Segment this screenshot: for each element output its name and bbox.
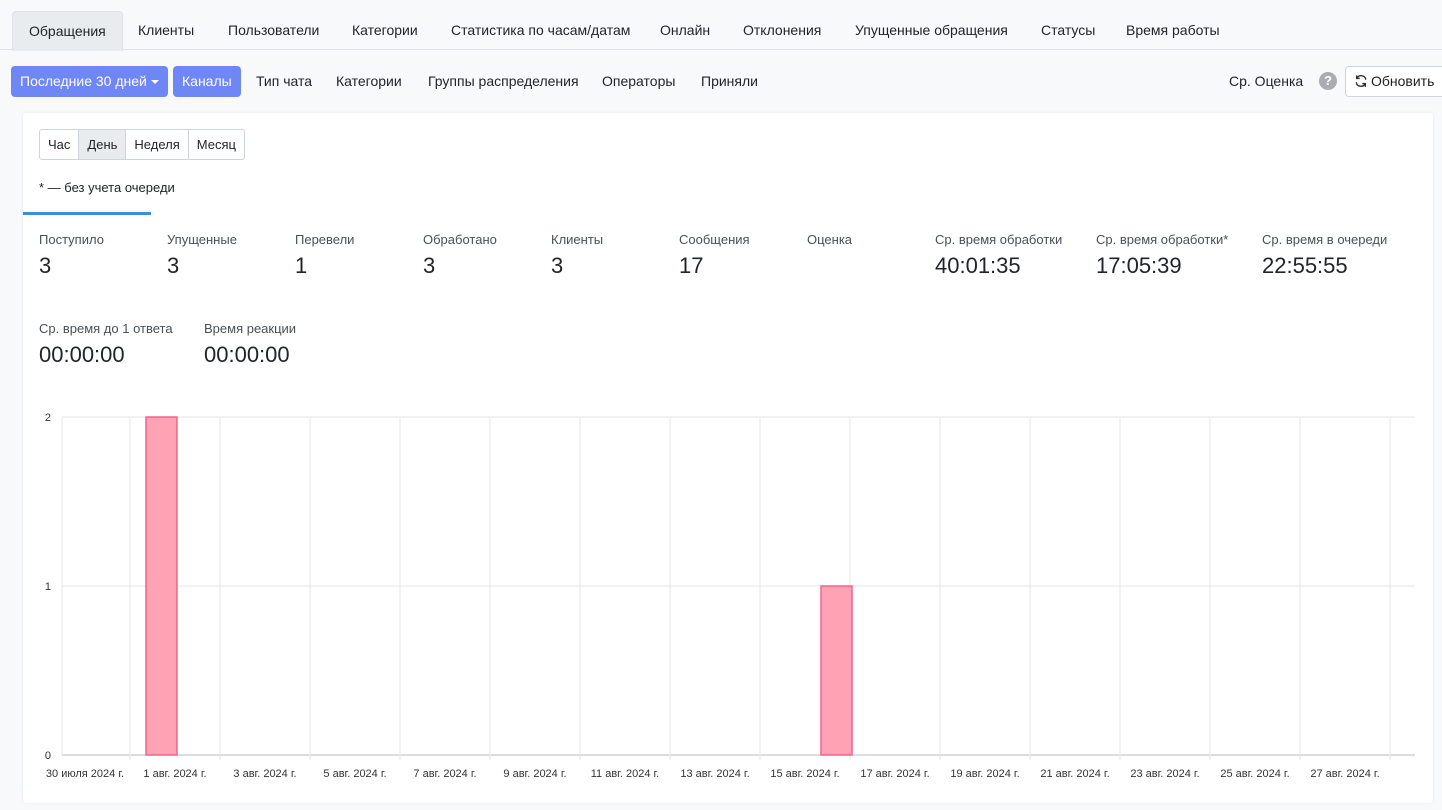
stat-received: Поступило 3 [39, 232, 104, 279]
help-icon[interactable]: ? [1319, 72, 1337, 90]
stat-label: Сообщения [679, 232, 750, 247]
x-tick-label: 30 июля 2024 г. [46, 768, 124, 780]
x-tick-label: 7 авг. 2024 г. [413, 768, 476, 780]
stat-value: 17 [679, 253, 704, 278]
bar [145, 416, 178, 756]
tab-clients[interactable]: Клиенты [138, 22, 195, 38]
x-tick-label: 5 авг. 2024 г. [323, 768, 386, 780]
stat-label: Поступило [39, 232, 104, 247]
x-tick-label: 25 авг. 2024 г. [1220, 768, 1289, 780]
stat-label: Клиенты [551, 232, 604, 247]
x-tick-label: 23 авг. 2024 г. [1130, 768, 1199, 780]
operators-filter[interactable]: Операторы [602, 73, 676, 89]
stat-rating: Оценка [807, 232, 852, 253]
refresh-label: Обновить [1371, 73, 1435, 89]
stat-reaction-time: Время реакции 00:00:00 [204, 321, 296, 368]
x-tick-label: 9 авг. 2024 г. [503, 768, 566, 780]
tab-hourly-stats[interactable]: Статистика по часам/датам [451, 22, 631, 38]
categories-filter[interactable]: Категории [336, 73, 402, 89]
granularity-week[interactable]: Неделя [126, 130, 189, 159]
distribution-groups-filter[interactable]: Группы распределения [428, 73, 579, 89]
x-tick-label: 19 авг. 2024 г. [950, 768, 1019, 780]
stat-value: 3 [167, 253, 180, 278]
queue-note: * — без учета очереди [39, 180, 175, 195]
stat-value: 00:00:00 [39, 342, 125, 367]
stat-value: 3 [39, 253, 52, 278]
y-tick-label: 2 [45, 412, 51, 424]
stat-value: 3 [423, 253, 436, 278]
stat-first-response: Ср. время до 1 ответа 00:00:00 [39, 321, 173, 368]
stat-missed: Упущенные 3 [167, 232, 237, 279]
refresh-icon [1355, 74, 1367, 88]
granularity-hour[interactable]: Час [40, 130, 80, 159]
period-label: Последние 30 дней [20, 73, 147, 89]
stat-avg-processing-no-queue: Ср. время обработки* 17:05:39 [1096, 232, 1228, 279]
tab-deviations[interactable]: Отклонения [743, 22, 822, 38]
y-tick-label: 1 [45, 581, 51, 593]
tab-requests[interactable]: Обращения [12, 11, 123, 51]
stat-value: 00:00:00 [204, 342, 290, 367]
active-underline [23, 212, 151, 215]
stat-label: Оценка [807, 232, 853, 247]
tab-work-time[interactable]: Время работы [1126, 22, 1220, 38]
tab-categories[interactable]: Категории [352, 22, 418, 38]
period-dropdown[interactable]: Последние 30 дней [11, 66, 168, 97]
stat-label: Ср. время до 1 ответа [39, 321, 173, 336]
bar [820, 585, 853, 756]
x-tick-label: 27 авг. 2024 г. [1310, 768, 1379, 780]
granularity-switch: Час День Неделя Месяц [39, 129, 245, 160]
x-tick-label: 15 авг. 2024 г. [770, 768, 839, 780]
y-tick-label: 0 [45, 750, 51, 762]
stats-card: Час День Неделя Месяц * — без учета очер… [23, 113, 1433, 803]
stat-messages: Сообщения 17 [679, 232, 750, 279]
avg-rating-toggle[interactable]: Ср. Оценка [1229, 73, 1304, 89]
requests-bar-chart: 0 1 2 30 июля 2024 г. 1 авг. 2024 г. 3 авг. 2… [45, 412, 1415, 780]
x-tick-label: 11 авг. 2024 г. [591, 768, 659, 780]
stat-label: Ср. время в очереди [1262, 232, 1388, 247]
chat-type-filter[interactable]: Тип чата [256, 73, 313, 89]
accepted-filter[interactable]: Приняли [701, 73, 758, 89]
granularity-month[interactable]: Месяц [196, 137, 236, 152]
filter-toolbar: Последние 30 дней Каналы Тип чата Катего… [0, 50, 1442, 112]
x-tick-label: 21 авг. 2024 г. [1040, 768, 1109, 780]
granularity-day[interactable]: День [79, 130, 127, 159]
x-tick-label: 17 авг. 2024 г. [860, 768, 929, 780]
stat-value: 17:05:39 [1096, 253, 1182, 278]
x-tick-label: 13 авг. 2024 г. [680, 768, 749, 780]
tab-online[interactable]: Онлайн [660, 22, 711, 38]
stat-label: Время реакции [204, 321, 297, 336]
stat-label: Ср. время обработки* [1096, 232, 1229, 247]
refresh-button[interactable]: Обновить [1345, 66, 1442, 97]
stat-value: 40:01:35 [935, 253, 1021, 278]
stat-label: Упущенные [167, 232, 237, 247]
stat-avg-processing: Ср. время обработки 40:01:35 [935, 232, 1062, 279]
x-tick-label: 1 авг. 2024 г. [143, 768, 206, 780]
top-tabs: Обращения Клиенты Пользователи Категории… [0, 0, 1442, 51]
tab-users[interactable]: Пользователи [228, 22, 320, 38]
stat-label: Обработано [423, 232, 497, 247]
caret-down-icon [150, 80, 159, 85]
stat-processed: Обработано 3 [423, 232, 497, 279]
stat-value: 22:55:55 [1262, 253, 1348, 278]
channels-button[interactable]: Каналы [173, 66, 241, 97]
tab-statuses[interactable]: Статусы [1041, 22, 1096, 38]
stat-value: 3 [551, 253, 564, 278]
x-tick-label: 3 авг. 2024 г. [233, 768, 296, 780]
stat-clients: Клиенты 3 [551, 232, 603, 279]
stat-label: Перевели [295, 232, 355, 247]
stat-label: Ср. время обработки [935, 232, 1063, 247]
stat-avg-queue: Ср. время в очереди 22:55:55 [1262, 232, 1387, 279]
tab-missed-requests[interactable]: Упущенные обращения [855, 22, 1008, 38]
stat-value: 1 [295, 253, 308, 278]
stat-transferred: Перевели 1 [295, 232, 354, 279]
